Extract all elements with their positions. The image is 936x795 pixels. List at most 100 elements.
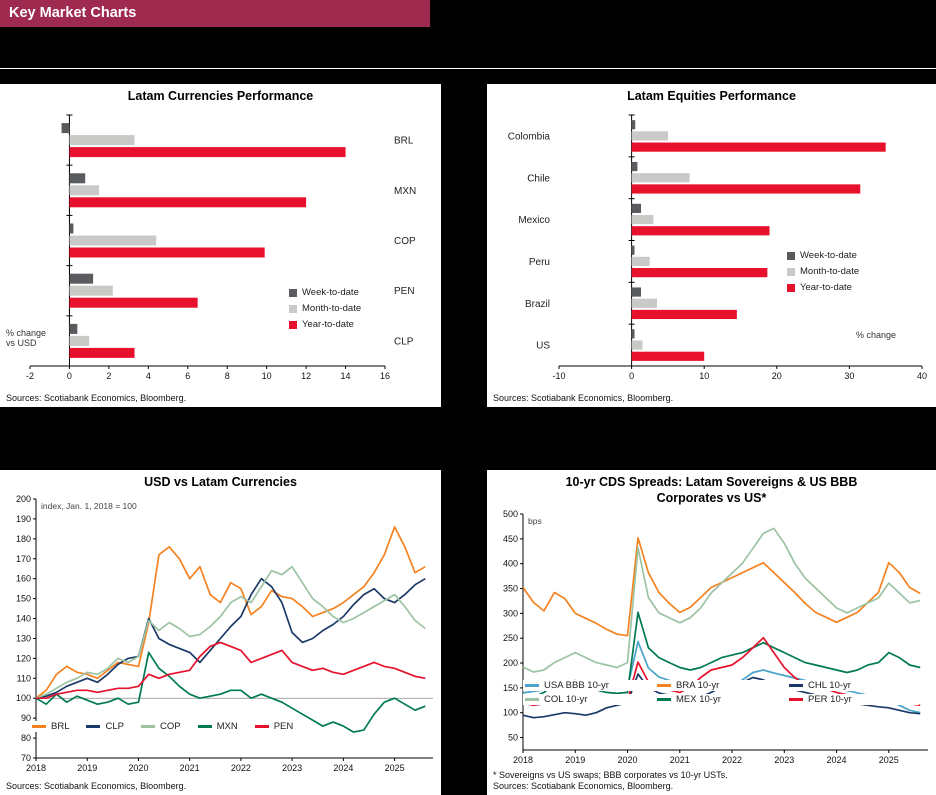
legend-item: COL 10-yr — [523, 694, 655, 705]
usd-vs-latam-line-chart: 70 80 90 100 110 120 130 140 150 160 170 180 190 200 2… — [16, 494, 433, 773]
line-BRA 10-yr — [522, 537, 921, 637]
tick-label: 130 — [16, 633, 31, 643]
bar-Colombia-Year-to-date — [631, 142, 886, 152]
legend-label: CHL 10-yr — [808, 680, 851, 691]
category-label: CLP — [394, 336, 414, 347]
bar-Peru-Month-to-date — [631, 256, 650, 266]
legend-swatch-icon — [657, 684, 671, 687]
legend-item: PER 10-yr — [787, 694, 919, 705]
bar-BRL-Week-to-date — [61, 122, 70, 133]
legend-label: COP — [159, 721, 181, 732]
legend-label: Year-to-date — [302, 319, 354, 330]
tick-label: 500 — [503, 509, 518, 519]
legend-swatch-icon — [525, 698, 539, 701]
legend-swatch-icon — [289, 320, 297, 329]
tick-label: 180 — [16, 533, 31, 543]
usd-vs-latam-panel: USD vs Latam Currencies 70 80 90 100 110 120 1… — [0, 470, 441, 795]
tick-label: 190 — [16, 514, 31, 524]
tick-label: 200 — [503, 658, 518, 668]
page-title: Key Market Charts — [9, 5, 137, 21]
bar-MXN-Year-to-date — [69, 196, 307, 207]
bar-PEN-Month-to-date — [69, 285, 113, 296]
tick-label: -2 — [26, 371, 34, 381]
latam-equities-bar-chart: -10 0 10 20 30 40 Colombia Chile Mexico Peru Brazi… — [508, 114, 927, 381]
bar-BRL-Year-to-date — [69, 146, 346, 157]
tick-label: 2022 — [231, 763, 251, 773]
legend-item: Week-to-date — [287, 287, 364, 298]
tick-label: 2024 — [333, 763, 353, 773]
legend-label: PER 10-yr — [808, 694, 852, 705]
legend-label: CLP — [105, 721, 124, 732]
bar-Peru-Year-to-date — [631, 267, 768, 277]
tick-label: 140 — [16, 613, 31, 623]
legend-label: Month-to-date — [800, 266, 860, 277]
legend-item: Week-to-date — [785, 250, 862, 261]
tick-label: 8 — [225, 371, 230, 381]
tick-label: 450 — [503, 534, 518, 544]
legend-label: Month-to-date — [302, 303, 362, 314]
tick-label: 300 — [503, 609, 518, 619]
tick-label: 10 — [262, 371, 272, 381]
x-axis: -2 0 2 4 6 8 10 12 14 16 — [26, 365, 390, 381]
chart-title: USD vs Latam Currencies — [144, 475, 297, 489]
tick-label: 80 — [21, 733, 31, 743]
chart-area: -10 0 10 20 30 40 Colombia Chile Mexico Peru Brazi… — [487, 107, 936, 392]
bars — [61, 122, 346, 358]
bar-MXN-Week-to-date — [69, 172, 86, 183]
legend-swatch-icon — [254, 725, 269, 728]
tick-label: 2021 — [180, 763, 200, 773]
bar-CLP-Year-to-date — [69, 347, 135, 358]
category-label: Brazil — [525, 298, 550, 309]
tick-label: 90 — [21, 713, 31, 723]
sources-note: Sources: Scotiabank Economics, Bloomberg… — [6, 781, 187, 791]
line-BRL — [35, 525, 426, 699]
bar-Peru-Week-to-date — [631, 245, 635, 255]
legend-item: BRA 10-yr — [655, 680, 787, 691]
bar-PEN-Week-to-date — [69, 273, 94, 284]
tick-label: 100 — [503, 708, 518, 718]
bar-Brazil-Week-to-date — [631, 287, 642, 297]
bar-Chile-Month-to-date — [631, 172, 690, 182]
bar-PEN-Year-to-date — [69, 297, 198, 308]
tick-label: 160 — [16, 573, 31, 583]
bar-CLP-Week-to-date — [69, 323, 78, 334]
axes: 70 80 90 100 110 120 130 140 150 160 170 180 190 200 2… — [16, 494, 433, 773]
category-label: Chile — [527, 173, 550, 184]
tick-label: 350 — [503, 584, 518, 594]
bar-MXN-Month-to-date — [69, 184, 100, 195]
bar-US-Year-to-date — [631, 351, 705, 361]
tick-label: 0 — [629, 371, 634, 381]
category-label: US — [536, 340, 550, 351]
tick-label: 2024 — [827, 755, 847, 765]
bar-Chile-Week-to-date — [631, 161, 638, 171]
bars — [631, 119, 886, 361]
cds-spreads-panel: 10-yr CDS Spreads: Latam Sovereigns & US… — [487, 470, 936, 795]
zero-axis — [628, 114, 635, 367]
legend-swatch-icon — [789, 698, 803, 701]
legend-swatch-icon — [657, 698, 671, 701]
tick-label: 2020 — [618, 755, 638, 765]
chart-area: 50 100 150 200 250 300 350 400 450 500 2018 2019 202… — [487, 508, 936, 770]
tick-label: 200 — [16, 494, 31, 504]
line-COL 10-yr — [522, 527, 921, 674]
legend-item: MEX 10-yr — [655, 694, 787, 705]
tick-label: 2023 — [282, 763, 302, 773]
legend-swatch-icon — [197, 725, 212, 728]
line-PEN — [36, 641, 426, 699]
category-label: BRL — [394, 135, 414, 146]
latam-equities-panel: Latam Equities Performance -10 0 10 20 30 40 C… — [487, 84, 936, 407]
tick-label: 2025 — [385, 763, 405, 773]
tick-label: 100 — [16, 693, 31, 703]
bar-Brazil-Month-to-date — [631, 298, 658, 308]
legend-swatch-icon — [289, 304, 297, 313]
tick-label: 150 — [16, 593, 31, 603]
legend-item: Month-to-date — [287, 303, 364, 314]
legend-item: CLP — [84, 721, 126, 732]
category-label: Peru — [529, 257, 550, 268]
legend-item: MXN — [195, 721, 240, 732]
chart-title: 10-yr CDS Spreads: Latam Sovereigns & US… — [565, 475, 858, 505]
legend-swatch-icon — [86, 725, 101, 728]
legend-label: BRA 10-yr — [676, 680, 720, 691]
legend-item: COP — [138, 721, 183, 732]
bar-Chile-Year-to-date — [631, 183, 861, 194]
